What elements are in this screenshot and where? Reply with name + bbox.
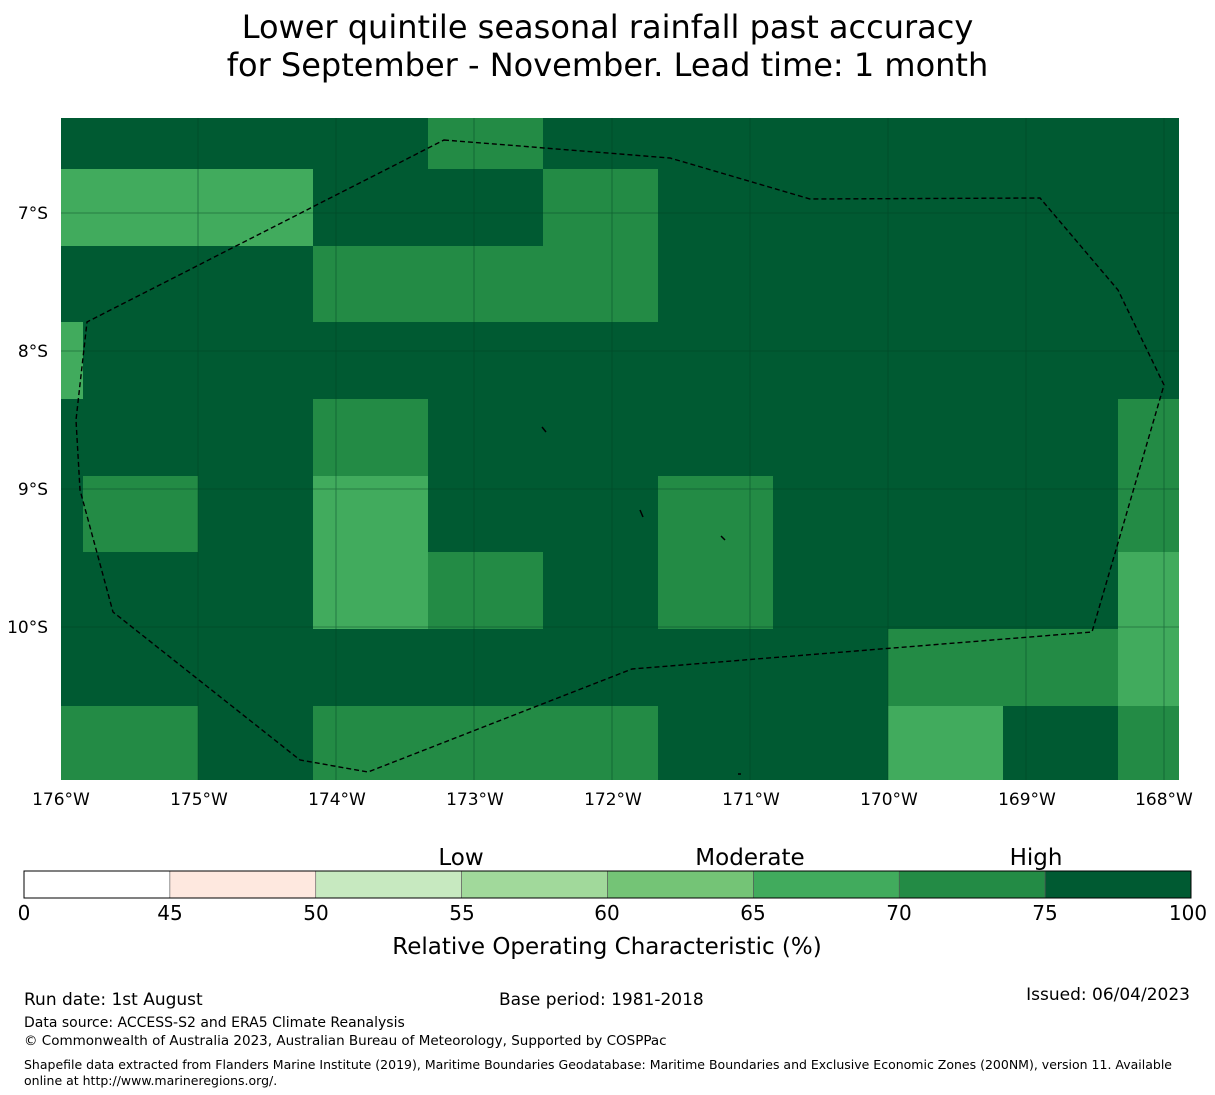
base-period: Base period: 1981-2018 [499, 990, 704, 1010]
map-title-line2: for September - November. Lead time: 1 m… [226, 46, 989, 84]
lon-label: 175°W [170, 790, 228, 810]
map-cell [1118, 552, 1179, 706]
map-cell [428, 552, 543, 629]
colorbar-swatch [607, 870, 754, 899]
shapefile-credit: Shapefile data extracted from Flanders M… [24, 1057, 1172, 1088]
map-cell [313, 706, 658, 780]
map-cell [313, 399, 428, 476]
category-label-moderate: Moderate [695, 845, 804, 871]
map-cell [658, 476, 773, 629]
category-label-low: Low [438, 845, 483, 871]
colorbar-label: Relative Operating Characteristic (%) [392, 934, 821, 960]
map-cell [61, 322, 83, 399]
lon-label: 173°W [446, 790, 504, 810]
colorbar-tick: 0 [18, 901, 31, 925]
colorbar-tick: 50 [303, 901, 328, 925]
map-cell [61, 706, 198, 780]
lon-label: 168°W [1135, 790, 1193, 810]
category-label-high: High [1010, 845, 1063, 871]
island-marks [541, 426, 741, 775]
map-cell [543, 169, 658, 246]
lon-label: 169°W [998, 790, 1056, 810]
map-cell [83, 476, 198, 552]
issued-date: Issued: 06/04/2023 [1026, 985, 1190, 1005]
colorbar-ticks: 0 45 50 55 60 65 70 75 100 [18, 901, 1207, 925]
lon-label: 171°W [722, 790, 780, 810]
colorbar-tick: 55 [449, 901, 474, 925]
colorbar-tick: 60 [594, 901, 619, 925]
colorbar-swatch [898, 870, 1046, 899]
colorbar-swatch [461, 870, 608, 899]
graticule [61, 118, 1179, 780]
colorbar-swatch [169, 870, 317, 899]
run-date: Run date: 1st August [24, 990, 203, 1010]
colorbar-tick: 70 [886, 901, 911, 925]
map-cell [1118, 706, 1179, 780]
colorbar: Low Moderate High 0 45 50 55 60 65 70 75… [18, 845, 1207, 960]
island-mark [639, 509, 644, 518]
lat-label: 8°S [18, 342, 48, 362]
map-cell [313, 246, 658, 322]
colorbar-tick: 45 [157, 901, 182, 925]
map-title-line1: Lower quintile seasonal rainfall past ac… [241, 8, 974, 46]
lon-label: 170°W [860, 790, 918, 810]
lon-label: 172°W [584, 790, 642, 810]
lon-axis: 176°W 175°W 174°W 173°W 172°W 171°W 170°… [32, 790, 1193, 810]
colorbar-tick: 75 [1032, 901, 1057, 925]
colorbar-swatch [1044, 870, 1192, 899]
colorbar-swatch [315, 870, 462, 899]
map-cell [888, 629, 1118, 706]
data-source: Data source: ACCESS-S2 and ERA5 Climate … [24, 1015, 405, 1031]
colorbar-swatches [23, 870, 1192, 899]
colorbar-tick: 65 [740, 901, 765, 925]
lon-label: 176°W [32, 790, 90, 810]
map-cell [1118, 399, 1179, 552]
lat-label: 9°S [18, 480, 48, 500]
accuracy-cells-light [61, 169, 1179, 780]
lat-label: 7°S [18, 204, 48, 224]
colorbar-category-labels: Low Moderate High [438, 845, 1062, 871]
colorbar-tick: 100 [1169, 901, 1207, 925]
map-cell [888, 706, 1003, 780]
map-cell [313, 476, 428, 629]
colorbar-swatch [753, 870, 900, 899]
colorbar-swatch [23, 870, 171, 899]
colorbar-frame [23, 870, 1192, 899]
lon-label: 174°W [308, 790, 366, 810]
map-panel [61, 118, 1179, 780]
map-cell [61, 169, 313, 246]
lat-label: 10°S [7, 618, 48, 638]
island-mark [541, 426, 547, 433]
island-mark [720, 535, 726, 541]
eez-boundary [75, 139, 1165, 773]
lat-axis: 7°S 8°S 9°S 10°S [7, 204, 48, 638]
copyright: © Commonwealth of Australia 2023, Austra… [24, 1033, 667, 1049]
